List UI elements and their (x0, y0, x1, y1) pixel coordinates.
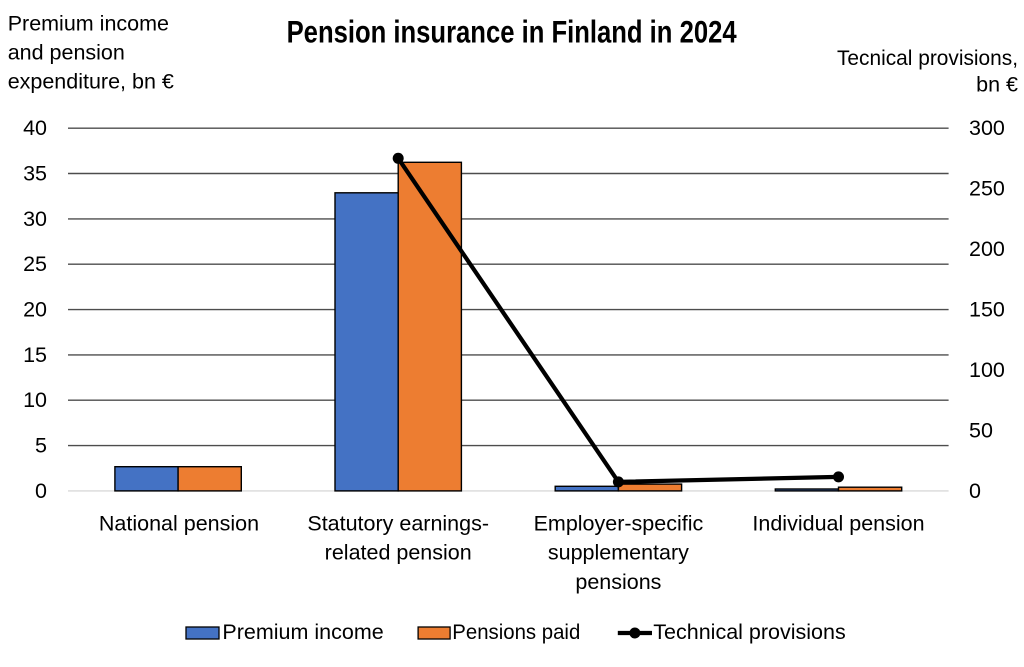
svg-text:15: 15 (23, 343, 47, 367)
svg-text:Pension insurance in Finland i: Pension insurance in Finland in 2024 (287, 14, 737, 50)
svg-text:200: 200 (969, 237, 1005, 261)
svg-text:bn €: bn € (976, 73, 1018, 97)
svg-text:related pension: related pension (325, 541, 472, 565)
svg-text:5: 5 (35, 434, 47, 458)
svg-text:expenditure, bn €: expenditure, bn € (8, 70, 174, 94)
svg-text:Tecnical provisions,: Tecnical provisions, (837, 46, 1018, 70)
svg-text:100: 100 (969, 358, 1005, 382)
svg-text:and pension: and pension (8, 41, 125, 65)
svg-text:35: 35 (23, 162, 47, 186)
svg-text:Pensions paid: Pensions paid (452, 620, 580, 644)
svg-text:150: 150 (969, 298, 1005, 322)
svg-text:50: 50 (969, 419, 993, 443)
svg-text:40: 40 (23, 116, 47, 140)
svg-text:10: 10 (23, 388, 47, 412)
svg-text:30: 30 (23, 207, 47, 231)
svg-text:Premium income: Premium income (8, 12, 169, 36)
svg-text:Individual pension: Individual pension (752, 512, 924, 536)
svg-text:Employer-specific: Employer-specific (534, 512, 704, 536)
svg-text:25: 25 (23, 252, 47, 276)
svg-text:300: 300 (969, 116, 1005, 140)
svg-text:20: 20 (23, 298, 47, 322)
svg-text:pensions: pensions (575, 570, 661, 594)
svg-text:Statutory earnings-: Statutory earnings- (307, 512, 489, 536)
svg-text:Premium income: Premium income (222, 620, 383, 644)
svg-text:National pension: National pension (99, 512, 259, 536)
svg-text:0: 0 (35, 479, 47, 503)
svg-text:0: 0 (969, 479, 981, 503)
svg-text:Technical provisions: Technical provisions (653, 620, 845, 644)
svg-text:250: 250 (969, 177, 1005, 201)
svg-text:supplementary: supplementary (548, 541, 689, 565)
